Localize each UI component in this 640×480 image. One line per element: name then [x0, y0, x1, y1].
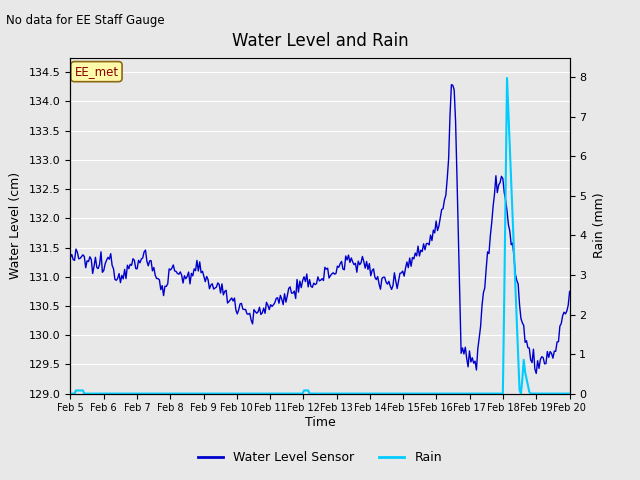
Y-axis label: Water Level (cm): Water Level (cm)	[9, 172, 22, 279]
Text: EE_met: EE_met	[74, 65, 118, 78]
Legend: Water Level Sensor, Rain: Water Level Sensor, Rain	[193, 446, 447, 469]
Text: No data for EE Staff Gauge: No data for EE Staff Gauge	[6, 14, 165, 27]
Title: Water Level and Rain: Water Level and Rain	[232, 33, 408, 50]
X-axis label: Time: Time	[305, 416, 335, 429]
Y-axis label: Rain (mm): Rain (mm)	[593, 193, 606, 258]
